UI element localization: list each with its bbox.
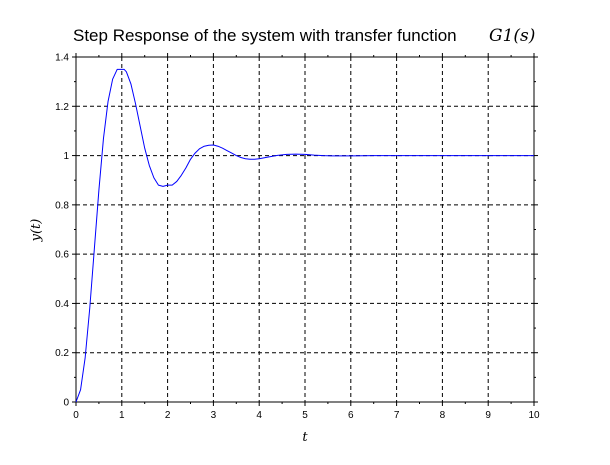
- x-tick-label: 5: [302, 410, 308, 421]
- y-tick-label: 0.2: [55, 348, 69, 359]
- y-tick-label: 0.8: [55, 200, 69, 211]
- y-tick-label: 0.6: [55, 250, 69, 261]
- x-tick-label: 7: [394, 410, 400, 421]
- grid: [76, 57, 534, 402]
- chart-title: Step Response of the system with transfe…: [73, 26, 457, 45]
- chart-title-group: Step Response of the system with transfe…: [73, 26, 535, 46]
- series-line: [75, 68, 534, 403]
- y-tick-label: 0.4: [55, 299, 69, 310]
- ticks: 0 1 2 3 4 5 6 7 8 9 10 0 0.2 0.4 0.6 0.8 1 1.2 1.4: [55, 53, 540, 422]
- y-axis-label: y(t): [29, 219, 44, 243]
- x-tick-label: 3: [211, 410, 217, 421]
- x-tick-label: 9: [485, 410, 491, 421]
- y-tick-label: 1: [63, 151, 69, 162]
- y-tick-label: 0: [63, 398, 69, 409]
- x-tick-label: 6: [348, 410, 354, 421]
- y-tick-label: 1.4: [55, 53, 69, 64]
- x-tick-label: 10: [528, 410, 540, 421]
- x-tick-label: 8: [440, 410, 446, 421]
- x-tick-label: 4: [256, 410, 262, 421]
- x-tick-label: 0: [73, 410, 79, 421]
- x-axis-label: t: [302, 430, 308, 445]
- x-tick-label: 2: [165, 410, 171, 421]
- x-tick-label: 1: [119, 410, 125, 421]
- y-tick-label: 1.2: [55, 102, 69, 113]
- chart-title-math: G1(s): [489, 26, 535, 46]
- series-layer: [75, 68, 534, 403]
